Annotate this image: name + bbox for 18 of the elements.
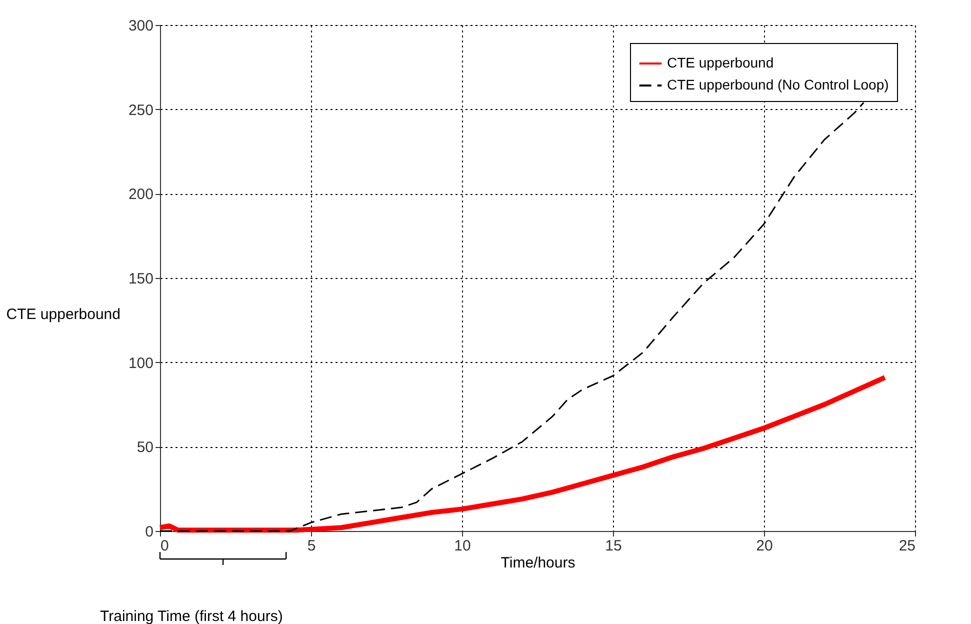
y-tick-label: 0 [145,524,154,540]
x-tick-label: 5 [307,538,316,554]
legend-label: CTE upperbound (No Control Loop) [667,76,889,92]
legend-label: CTE upperbound [667,54,774,70]
x-axis-title: Time/hours [500,554,576,572]
x-tick-label: 10 [454,538,471,554]
x-tick-label: 20 [756,538,773,554]
y-tick-label: 100 [128,354,154,372]
y-tick-label: 50 [136,439,154,456]
y-tick-label: 150 [128,270,154,288]
x-tick-label: 0 [160,538,169,554]
y-tick-label: 250 [128,102,154,119]
text: Training Time (first 4 hours) [100,608,283,624]
y-tick-label: 300 [128,18,154,34]
y-axis-title: CTE upperbound [6,306,120,323]
x-tick-label: 15 [605,538,622,554]
x-tick-label: 25 [898,538,916,554]
y-tick-label: 200 [128,186,154,204]
